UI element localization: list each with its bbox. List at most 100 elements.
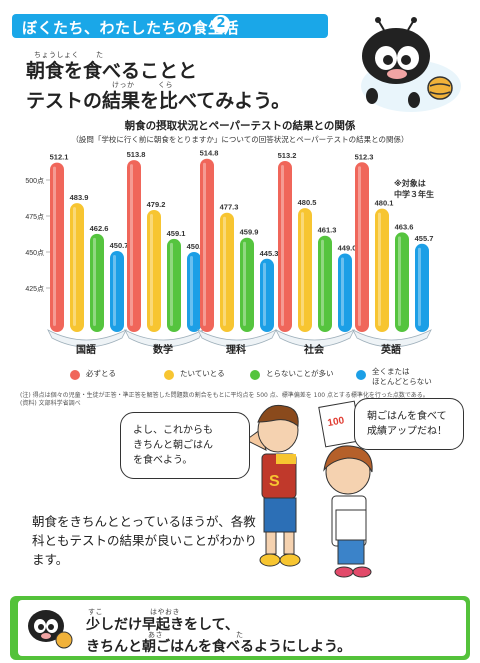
header-bar <box>12 14 328 38</box>
bottom-message-line2: きちんと朝ごはんを食べるようにしよう。 <box>86 639 352 655</box>
header-number-badge: 2 <box>212 15 230 33</box>
category-bowl <box>197 329 277 348</box>
title-ruby-choushoku: ちょうしょく <box>34 51 79 59</box>
bar-highlight <box>243 241 246 326</box>
bar <box>355 162 369 332</box>
bar-highlight <box>190 256 193 326</box>
bar <box>167 238 181 332</box>
bar-highlight <box>73 207 76 326</box>
legend-swatch-rarely <box>356 370 366 380</box>
speech-bubble-boy: よし、これからも きちんと朝ごはん を食べよう。 <box>120 412 250 479</box>
bar-highlight <box>53 166 56 326</box>
footnote-source: (資料) 文部科学省調べ <box>20 400 81 407</box>
bar <box>338 253 352 332</box>
legend-swatch-often-skip <box>250 370 260 380</box>
bar <box>220 212 234 332</box>
bar-value-label: 462.6 <box>90 224 109 233</box>
bar-value-label: 480.1 <box>375 199 394 208</box>
bar-highlight <box>398 236 401 326</box>
bar-highlight <box>93 237 96 326</box>
bottom-ruby-suko: すこ <box>88 608 103 616</box>
category-bowl <box>47 329 127 348</box>
bar <box>187 252 201 332</box>
legend-label-usually: たいていとる <box>180 369 225 378</box>
y-tick-label: 500点 <box>25 177 44 185</box>
speech-boy-line1: よし、これからも <box>133 425 213 436</box>
bar <box>50 162 64 332</box>
title-ruby-ta: た <box>96 51 104 59</box>
chart-footnote: (注) 得点は個々の児童・生徒が正答・準正答を解答した問題数の割合をもとに平均点… <box>20 392 429 408</box>
chart-title: 朝食の摂取状況とペーパーテストの結果との関係 <box>124 120 356 132</box>
target-note: ※対象は 中学３年生 <box>394 178 434 200</box>
bar-value-label: 513.2 <box>278 151 297 160</box>
bar-value-label: 445.3 <box>260 249 279 258</box>
legend-label-rarely-1: 全くまたは <box>372 367 410 376</box>
legend-swatch-always <box>70 370 80 380</box>
bar-highlight <box>358 166 361 326</box>
bar-highlight <box>341 257 344 326</box>
target-note-line1: ※対象は <box>394 179 426 188</box>
students-illustration: S 100 <box>245 400 373 578</box>
bar <box>70 203 84 332</box>
speech-girl-line1: 朝ごはんを食べて <box>367 411 447 422</box>
bar-value-label: 449.0 <box>338 243 357 252</box>
category-label: 理科 <box>226 343 246 356</box>
bar-value-label: 480.5 <box>298 198 317 207</box>
bar-highlight <box>281 164 284 326</box>
bar <box>240 237 254 332</box>
bar-value-label: 459.1 <box>167 229 186 238</box>
bar-highlight <box>378 212 381 326</box>
legend-swatch-usually <box>164 370 174 380</box>
small-bee-icon <box>28 610 73 649</box>
bar <box>200 158 214 332</box>
legend-label-always: 必ずとる <box>86 369 116 378</box>
bar <box>415 243 429 332</box>
bar-value-label: 477.3 <box>220 203 239 212</box>
target-note-line2: 中学３年生 <box>394 190 434 199</box>
header-title: ぼくたち、わたしたちの食生活 <box>22 19 240 37</box>
category-bowl <box>352 329 432 348</box>
bar <box>90 233 104 332</box>
bar-value-label: 463.6 <box>395 222 414 231</box>
title-ruby-kura: くら <box>158 81 173 89</box>
bar <box>278 160 292 332</box>
bar-highlight <box>223 216 226 326</box>
bar <box>375 208 389 332</box>
page-title-line1: 朝食を食べることと <box>26 60 198 82</box>
y-tick-label: 475点 <box>25 213 44 221</box>
speech-girl-line2: 成績アップだね！ <box>367 426 447 437</box>
bar-value-label: 514.8 <box>200 149 219 158</box>
bar-value-label: 479.2 <box>147 200 166 209</box>
chart-subtitle: （設問「学校に行く前に朝食をとりますか」についての回答状況とペーパーテストの結果… <box>71 135 409 144</box>
legend-label-often-skip: とらないことが多い <box>266 369 334 378</box>
bar <box>147 209 161 332</box>
bottom-ruby-hayaoki: はやおき <box>150 608 180 616</box>
bottom-ruby-asa: あさ <box>148 631 163 639</box>
speech-boy-line2: きちんと朝ごはん <box>133 440 213 451</box>
bar-highlight <box>113 254 116 326</box>
bar-value-label: 512.1 <box>50 153 69 162</box>
bar-value-label: 513.8 <box>127 150 146 159</box>
bar-value-label: 512.3 <box>355 152 374 161</box>
bar-highlight <box>130 164 133 326</box>
paper-score: 100 <box>327 415 346 429</box>
bar-value-label: 450.7 <box>110 241 129 250</box>
bar <box>318 235 332 332</box>
shirt-letter: S <box>269 473 280 490</box>
boy-figure: S <box>245 404 301 567</box>
bar-value-label: 483.9 <box>70 193 89 202</box>
bottom-ruby-ta: た <box>236 631 244 639</box>
bee-mascot-icon <box>361 17 461 112</box>
legend-label-rarely-2: ほとんどとらない <box>372 377 432 386</box>
bar-highlight <box>263 262 266 326</box>
y-tick-label: 425点 <box>25 285 44 293</box>
bar <box>260 258 274 332</box>
category-bowl <box>275 329 355 348</box>
bar-highlight <box>321 239 324 326</box>
body-paragraph: 朝食をきちんととっているほうが、各教科ともテストの結果が良いことがわかります。 <box>32 514 258 567</box>
category-label: 社会 <box>303 343 324 356</box>
bar-highlight <box>418 247 421 326</box>
speech-bubble-girl: 朝ごはんを食べて 成績アップだね！ <box>354 398 464 450</box>
bar-value-label: 459.9 <box>240 228 259 237</box>
